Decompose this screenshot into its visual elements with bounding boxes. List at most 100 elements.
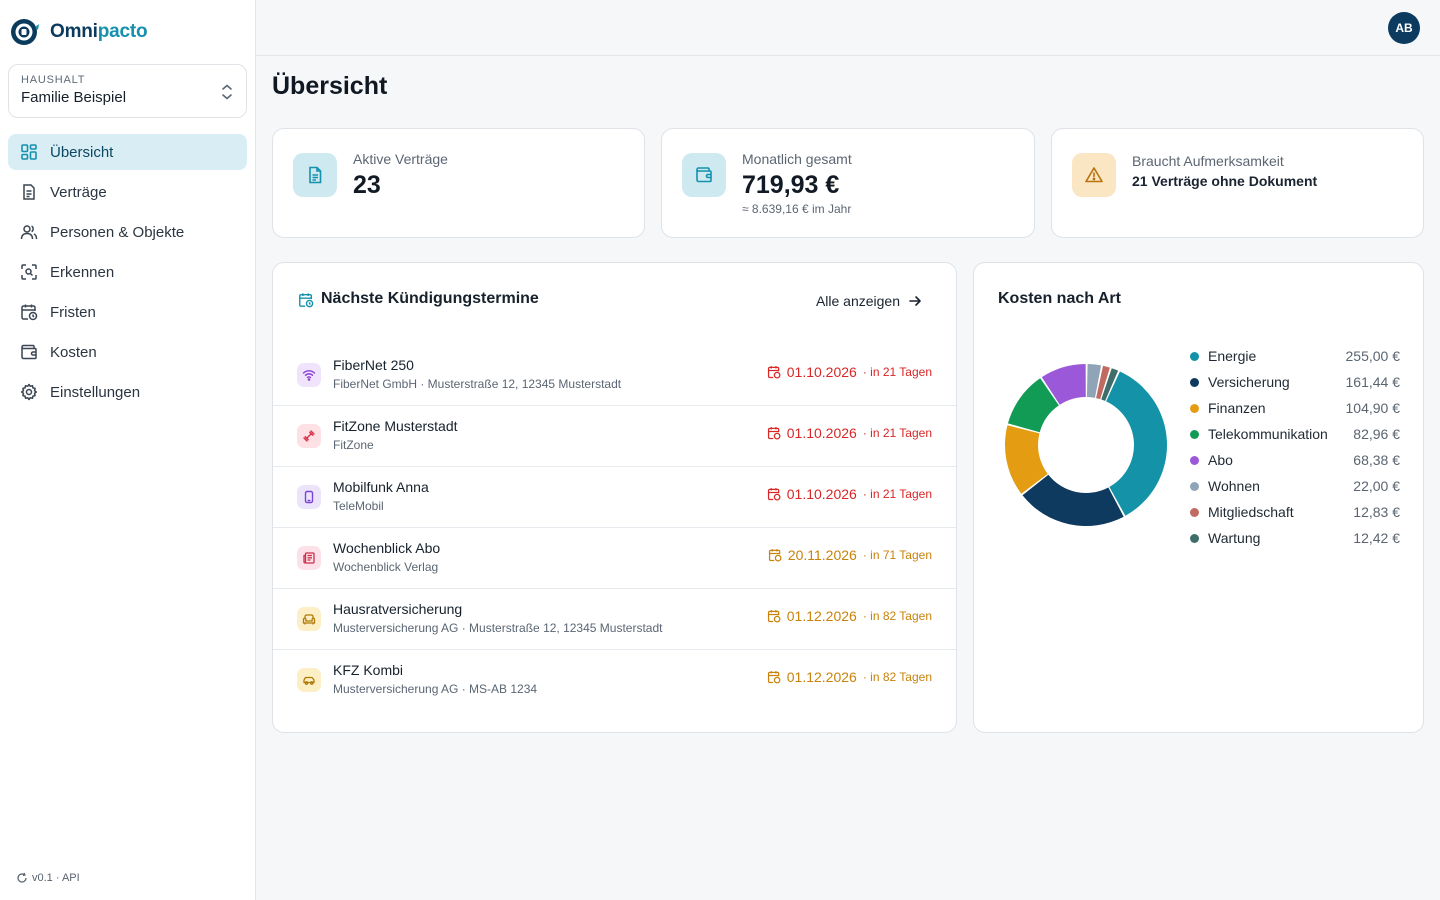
dumbbell-icon: [297, 424, 321, 448]
legend-label: Finanzen: [1208, 400, 1266, 416]
stat-subtext: ≈ 8.639,16 € im Jahr: [742, 202, 852, 216]
donut-slice-versicherung[interactable]: [1022, 474, 1124, 526]
scan-icon: [20, 263, 38, 281]
sidebar-item-label: Einstellungen: [50, 383, 141, 401]
stat-card-attention[interactable]: Braucht Aufmerksamkeit 21 Verträge ohne …: [1051, 128, 1424, 238]
contract-provider: Musterversicherung AG · Musterstraße 12,…: [333, 621, 663, 635]
legend-value: 12,42 €: [1353, 530, 1400, 546]
legend-item: Wohnen 22,00 €: [1190, 473, 1400, 499]
sofa-icon: [297, 607, 321, 631]
car-icon: [297, 668, 321, 692]
deadline-row[interactable]: Wochenblick Abo Wochenblick Verlag 20.11…: [273, 528, 956, 589]
deadline-row[interactable]: Mobilfunk Anna TeleMobil 01.10.2026 · in…: [273, 467, 956, 528]
deadline-list: FiberNet 250 FiberNet GmbH · Musterstraß…: [273, 345, 956, 711]
date-value: 01.10.2026: [786, 364, 857, 380]
calendar-clock-icon: [767, 366, 781, 379]
deadline-date: 20.11.2026 · in 71 Tagen: [768, 547, 932, 563]
app-name: Omnipacto: [50, 21, 148, 42]
date-relative: · in 82 Tagen: [862, 670, 932, 684]
topbar: AB: [256, 0, 1440, 56]
sidebar-item-fristen[interactable]: Fristen: [8, 294, 247, 330]
contract-name: FiberNet 250: [333, 357, 414, 373]
sidebar: Omnipacto HAUSHALT Familie Beispiel Über…: [0, 0, 256, 900]
donut-slice-abo[interactable]: [1041, 364, 1086, 405]
calendar-clock-icon: [20, 303, 38, 321]
calendar-clock-icon: [767, 488, 781, 501]
logo-icon: [11, 19, 39, 45]
contract-name: Hausratversicherung: [333, 601, 463, 617]
version-text: v0.1 · API: [32, 872, 80, 884]
date-value: 01.10.2026: [786, 425, 857, 441]
deadline-row[interactable]: FitZone Musterstadt FitZone 01.10.2026 ·…: [273, 406, 956, 467]
donut-slice-telekommunikation[interactable]: [1007, 378, 1059, 433]
wallet-icon: [20, 343, 38, 361]
legend-value: 104,90 €: [1345, 400, 1401, 416]
stat-card-monthly-total[interactable]: Monatlich gesamt 719,93 € ≈ 8.639,16 € i…: [661, 128, 1035, 238]
donut-slice-wartung[interactable]: [1101, 368, 1119, 401]
chevron-up-down-icon: [222, 84, 232, 100]
legend-item: Energie 255,00 €: [1190, 343, 1400, 369]
deadline-date: 01.12.2026 · in 82 Tagen: [767, 669, 932, 685]
contract-provider: FiberNet GmbH · Musterstraße 12, 12345 M…: [333, 377, 622, 391]
chart-legend: Energie 255,00 € Versicherung 161,44 € Finan…: [1190, 343, 1400, 551]
contract-provider: Wochenblick Verlag: [333, 560, 439, 574]
date-value: 01.12.2026: [786, 608, 857, 624]
sidebar-item-vertraege[interactable]: Verträge: [8, 174, 247, 210]
users-icon: [20, 223, 38, 241]
calendar-clock-icon: [768, 549, 782, 562]
refresh-icon: [17, 872, 27, 883]
sidebar-item-label: Kosten: [50, 343, 97, 361]
stat-value: 23: [353, 171, 381, 199]
household-value: Familie Beispiel: [21, 89, 127, 106]
stat-card-active-contracts[interactable]: Aktive Verträge 23: [272, 128, 645, 238]
sidebar-item-erkennen[interactable]: Erkennen: [8, 254, 247, 290]
deadline-date: 01.10.2026 · in 21 Tagen: [767, 425, 932, 441]
stat-label: Aktive Verträge: [353, 151, 448, 167]
deadline-row[interactable]: FiberNet 250 FiberNet GmbH · Musterstraß…: [273, 345, 956, 406]
contract-name: KFZ Kombi: [333, 662, 404, 678]
logo[interactable]: Omnipacto: [10, 18, 148, 46]
show-all-button[interactable]: Alle anzeigen: [816, 293, 922, 309]
donut-slice-energie[interactable]: [1106, 371, 1167, 516]
stat-value: 719,93 €: [742, 171, 840, 199]
contract-name: Mobilfunk Anna: [333, 479, 429, 495]
legend-label: Wohnen: [1208, 478, 1260, 494]
show-all-label: Alle anzeigen: [815, 293, 900, 309]
costs-panel: Kosten nach Art Energie 255,00 € Versicher…: [973, 262, 1424, 733]
sidebar-item-label: Erkennen: [50, 263, 115, 281]
deadline-row[interactable]: Hausratversicherung Musterversicherung A…: [273, 589, 956, 650]
date-value: 20.11.2026: [787, 547, 857, 563]
grid-icon: [20, 143, 38, 161]
legend-label: Mitgliedschaft: [1208, 504, 1294, 520]
legend-label: Wartung: [1208, 530, 1261, 546]
legend-dot: [1190, 403, 1199, 413]
sidebar-item-personen[interactable]: Personen & Objekte: [8, 214, 247, 250]
legend-dot: [1190, 377, 1199, 387]
deadline-date: 01.12.2026 · in 82 Tagen: [767, 608, 932, 624]
legend-item: Telekommunikation 82,96 €: [1190, 421, 1400, 447]
date-value: 01.10.2026: [786, 486, 857, 502]
contract-provider: TeleMobil: [333, 499, 384, 513]
legend-value: 161,44 €: [1345, 374, 1401, 390]
legend-dot: [1190, 351, 1199, 361]
contract-name: Wochenblick Abo: [333, 540, 441, 556]
arrow-right-icon: [909, 296, 921, 306]
household-select[interactable]: HAUSHALT Familie Beispiel: [8, 64, 247, 118]
donut-slice-mitgliedschaft[interactable]: [1096, 365, 1110, 400]
donut-slice-wohnen[interactable]: [1086, 364, 1102, 398]
calendar-clock-icon: [767, 671, 781, 684]
sidebar-item-kosten[interactable]: Kosten: [8, 334, 247, 370]
deadline-row[interactable]: KFZ Kombi Musterversicherung AG · MS-AB …: [273, 650, 956, 711]
donut-chart: [1005, 364, 1167, 526]
legend-item: Finanzen 104,90 €: [1190, 395, 1400, 421]
calendar-clock-icon: [299, 293, 314, 308]
contract-provider: Musterversicherung AG · MS-AB 1234: [333, 682, 538, 696]
sidebar-item-uebersicht[interactable]: Übersicht: [8, 134, 247, 170]
donut-slice-finanzen[interactable]: [1005, 425, 1048, 494]
sidebar-item-einstellungen[interactable]: Einstellungen: [8, 374, 247, 410]
sidebar-item-label: Fristen: [50, 303, 96, 321]
document-icon: [20, 183, 38, 201]
stat-label: Monatlich gesamt: [742, 151, 852, 167]
legend-label: Energie: [1208, 348, 1257, 364]
avatar[interactable]: AB: [1388, 12, 1420, 44]
